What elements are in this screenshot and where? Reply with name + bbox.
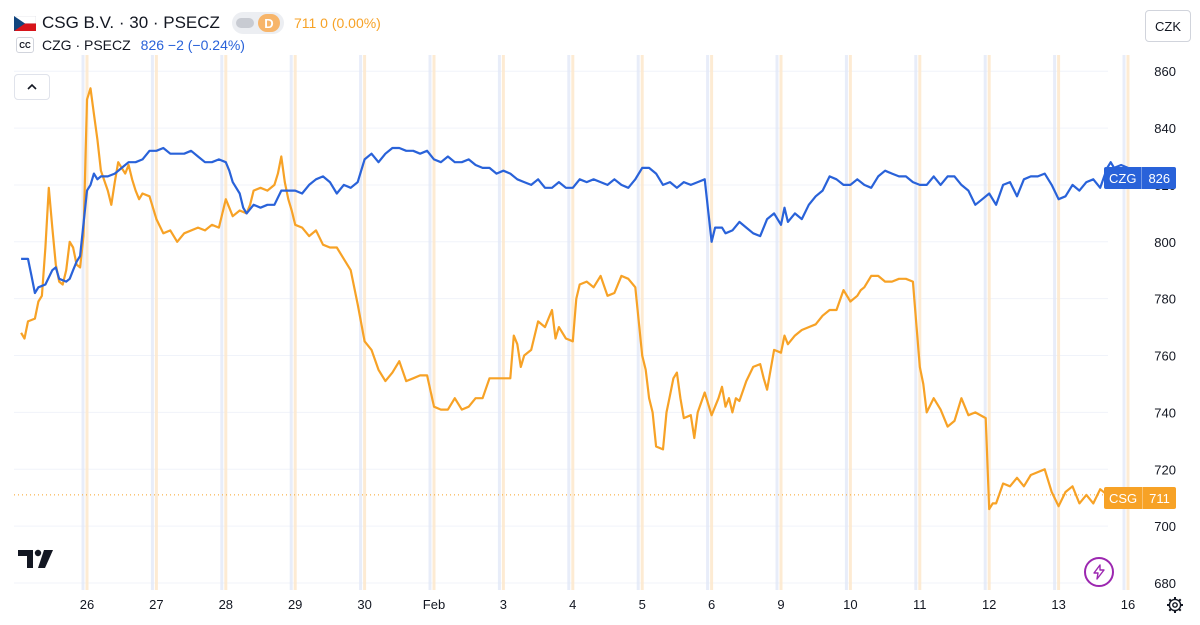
tradingview-logo-icon[interactable] [18,548,56,575]
compare-series-title: CZG · PSECZ [42,37,131,53]
czg-tag-value: 826 [1148,170,1171,186]
x-tick-label: 4 [569,597,576,612]
main-series-values: 711 0 (0.00%) [293,15,381,31]
interval-badge[interactable]: D [231,12,284,34]
x-tick-label: Feb [423,597,445,612]
x-tick-label: 9 [777,597,784,612]
x-tick-label: 29 [288,597,302,612]
y-tick-label: 800 [1154,235,1176,250]
interval-label: D [257,14,280,32]
csg-price-tag: CSG 711 [1104,487,1176,509]
series-line-csg [20,87,1129,511]
x-tick-label: 26 [80,597,94,612]
y-tick-label: 720 [1154,462,1176,477]
chevron-up-icon [27,83,37,90]
x-tick-label: 12 [982,597,996,612]
czg-tag-symbol: CZG [1104,167,1143,189]
y-tick-label: 680 [1154,576,1176,591]
y-tick-label: 780 [1154,292,1176,307]
x-tick-label: 30 [357,597,371,612]
lightning-icon[interactable] [1084,557,1114,587]
grid-layer [14,55,1130,590]
csg-tag-symbol: CSG [1104,487,1144,509]
x-tick-label: 5 [639,597,646,612]
series-layer [20,87,1129,511]
x-tick-label: 11 [913,597,927,612]
gear-icon[interactable] [1164,594,1186,616]
y-tick-label: 840 [1154,121,1176,136]
legend: CSG B.V. · 30 · PSECZ D 711 0 (0.00%) CC… [13,10,381,56]
compare-series-legend[interactable]: CC CZG · PSECZ 826 −2 (−0.24%) [14,34,381,56]
x-tick-label: 6 [708,597,715,612]
x-tick-label: 28 [219,597,233,612]
x-tick-label: 10 [843,597,857,612]
axis-layer: 8608408208007807607407207006802627282930… [80,64,1176,612]
symbol-logo-icon: CC [16,37,34,53]
y-tick-label: 860 [1154,64,1176,79]
visibility-toggle-icon[interactable] [235,18,254,28]
main-series-title: CSG B.V. · 30 · PSECZ [42,13,220,32]
main-series-legend[interactable]: CSG B.V. · 30 · PSECZ D 711 0 (0.00%) [13,10,381,36]
compare-series-values: 826 −2 (−0.24%) [140,37,245,53]
x-tick-label: 13 [1051,597,1065,612]
series-line-czg [21,146,1129,295]
czg-price-tag: CZG 826 [1104,167,1177,189]
x-tick-label: 3 [500,597,507,612]
csg-tag-value: 711 [1149,490,1170,506]
y-tick-label: 700 [1154,519,1176,534]
y-tick-label: 760 [1154,349,1176,364]
currency-button[interactable]: CZK [1145,10,1191,42]
x-tick-label: 16 [1121,597,1135,612]
y-tick-label: 740 [1154,405,1176,420]
czech-flag-icon [13,15,37,31]
x-tick-label: 27 [149,597,163,612]
collapse-legend-button[interactable] [14,74,50,100]
